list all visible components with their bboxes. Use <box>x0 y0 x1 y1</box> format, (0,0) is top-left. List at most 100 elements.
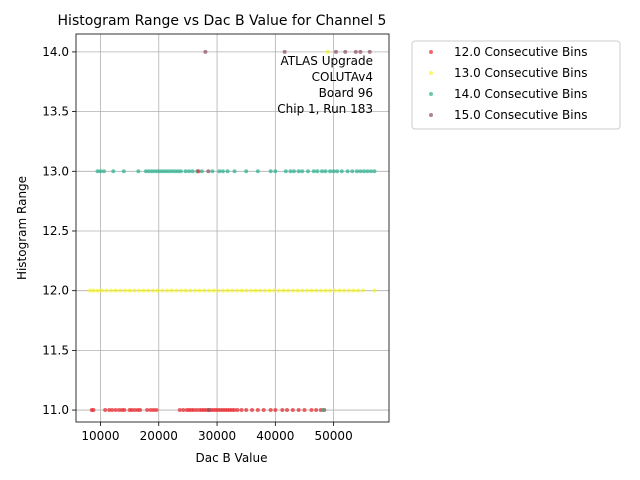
data-point <box>244 169 249 174</box>
legend-marker <box>429 50 433 54</box>
data-point <box>169 288 174 293</box>
data-point <box>216 288 221 293</box>
legend-label: 14.0 Consecutive Bins <box>454 87 587 101</box>
data-point <box>129 408 134 413</box>
data-point <box>309 288 314 293</box>
data-point <box>183 169 188 174</box>
data-point <box>149 169 154 174</box>
data-point <box>217 169 222 174</box>
data-point <box>335 169 340 174</box>
data-point <box>318 288 323 293</box>
series-2 <box>87 288 377 293</box>
y-tick-label: 13.0 <box>42 164 69 178</box>
data-point <box>339 169 344 174</box>
data-point <box>164 288 169 293</box>
data-point <box>230 288 235 293</box>
data-point <box>167 169 172 174</box>
data-point <box>101 169 106 174</box>
y-tick-label: 11.5 <box>42 343 69 357</box>
data-point <box>151 408 156 413</box>
data-point <box>203 49 208 54</box>
data-point <box>150 288 155 293</box>
legend-marker <box>429 71 433 75</box>
data-point <box>273 408 278 413</box>
data-point <box>244 408 249 413</box>
data-point <box>311 169 316 174</box>
data-point <box>296 408 301 413</box>
legend-marker <box>429 113 433 117</box>
data-point <box>206 288 211 293</box>
data-point <box>331 169 336 174</box>
data-point <box>333 49 338 54</box>
data-point <box>206 408 211 413</box>
data-point <box>351 288 356 293</box>
data-point <box>267 288 272 293</box>
data-point <box>192 288 197 293</box>
data-point <box>304 288 309 293</box>
data-point <box>152 169 157 174</box>
data-point <box>328 169 333 174</box>
data-point <box>291 169 296 174</box>
data-point <box>232 169 237 174</box>
data-point <box>118 288 123 293</box>
data-point <box>325 49 330 54</box>
data-point <box>314 408 319 413</box>
data-point <box>95 169 100 174</box>
y-tick-label: 12.0 <box>42 284 69 298</box>
data-point <box>196 169 201 174</box>
data-point <box>113 288 118 293</box>
data-point <box>332 288 337 293</box>
data-point <box>132 288 137 293</box>
legend-label: 13.0 Consecutive Bins <box>454 66 587 80</box>
y-tick-label: 14.0 <box>42 45 69 59</box>
data-point <box>276 288 281 293</box>
data-point <box>343 49 348 54</box>
legend-label: 12.0 Consecutive Bins <box>454 45 587 59</box>
x-tick-label: 30000 <box>198 429 236 443</box>
data-point <box>248 288 253 293</box>
data-point <box>104 288 109 293</box>
data-point <box>122 288 127 293</box>
data-point <box>360 288 365 293</box>
x-tick-label: 50000 <box>315 429 353 443</box>
data-point <box>358 49 363 54</box>
data-point <box>295 288 300 293</box>
data-point <box>302 408 307 413</box>
data-point <box>91 408 96 413</box>
data-point <box>272 288 277 293</box>
data-point <box>368 169 373 174</box>
data-point <box>358 169 363 174</box>
y-tick-label: 11.0 <box>42 403 69 417</box>
data-point <box>183 288 188 293</box>
data-point <box>296 169 301 174</box>
x-axis-label: Dac B Value <box>195 451 267 465</box>
legend-label: 15.0 Consecutive Bins <box>454 108 587 122</box>
data-point <box>194 408 199 413</box>
data-point <box>206 169 211 174</box>
data-point <box>187 169 192 174</box>
data-point <box>145 408 150 413</box>
data-point <box>365 169 370 174</box>
data-point <box>281 288 286 293</box>
series-3 <box>95 169 377 174</box>
data-point <box>170 169 175 174</box>
data-point <box>282 49 287 54</box>
legend: 12.0 Consecutive Bins 13.0 Consecutive Bi… <box>411 40 621 130</box>
data-point <box>161 169 166 174</box>
data-point <box>87 288 92 293</box>
data-point <box>155 288 160 293</box>
data-point <box>323 288 328 293</box>
data-point <box>197 288 202 293</box>
data-point <box>244 288 249 293</box>
y-tick-label: 13.5 <box>42 105 69 119</box>
data-point <box>319 169 324 174</box>
data-point <box>253 288 258 293</box>
data-point <box>199 169 204 174</box>
data-point <box>111 169 116 174</box>
data-point <box>300 169 305 174</box>
data-point <box>337 288 342 293</box>
y-axis-ticks: 11.0 11.5 12.0 12.5 13.0 13.5 14.0 <box>42 45 76 417</box>
data-point <box>202 288 207 293</box>
data-point <box>173 169 178 174</box>
annotation-block: ATLAS Upgrade COLUTAv4 Board 96 Chip 1, Run… <box>277 54 373 116</box>
